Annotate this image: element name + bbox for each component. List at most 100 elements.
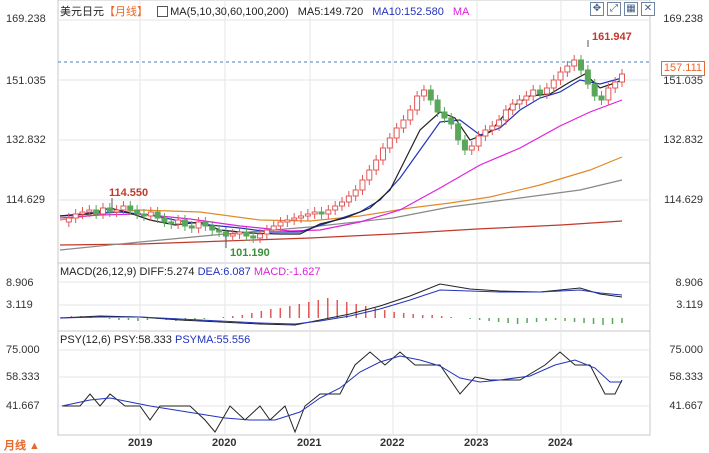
high-early-label: 114.550 xyxy=(109,187,149,199)
price-axis-label: 151.035 xyxy=(663,75,703,87)
candle-body xyxy=(147,211,154,217)
candle-body xyxy=(270,225,277,231)
candle-body xyxy=(216,229,223,233)
candle-body xyxy=(414,95,421,111)
candle-body xyxy=(523,95,530,101)
macd-axis-label: 8.906 xyxy=(675,277,703,289)
candle-body xyxy=(161,217,168,223)
macd-dea: DEA:6.087 xyxy=(197,266,251,278)
psy-axis-label-left: 41.667 xyxy=(6,400,40,412)
candle-body xyxy=(543,87,550,95)
candle-body xyxy=(373,159,380,171)
candle-body xyxy=(93,209,100,215)
candle-body xyxy=(277,221,284,227)
psy-axis-label-left: 58.333 xyxy=(6,371,40,383)
macd-header: MACD(26,12,9) DIFF:5.274 DEA:6.087 MACD:… xyxy=(60,266,320,278)
ma10-line xyxy=(59,77,623,233)
candle-body xyxy=(578,59,585,71)
candle-body xyxy=(571,59,578,67)
psy-line xyxy=(62,351,623,434)
candle-body xyxy=(448,117,455,125)
candle-body xyxy=(120,205,127,211)
candle-body xyxy=(236,231,243,235)
close-icon[interactable]: ✕ xyxy=(641,2,655,16)
low-label: 101.190 xyxy=(230,247,270,259)
x-axis-year: 2020 xyxy=(212,437,237,449)
candle-body xyxy=(550,79,557,89)
ma-params[interactable]: MA(5,10,30,60,100,200) xyxy=(170,6,289,18)
x-axis-year: 2021 xyxy=(297,437,322,449)
candle-body xyxy=(537,89,544,95)
macd-histogram xyxy=(61,298,623,325)
price-axis-label-left: 114.629 xyxy=(6,194,45,206)
move-icon[interactable]: ✥ xyxy=(590,2,604,16)
candle-body xyxy=(332,205,339,211)
candle-body xyxy=(605,87,612,101)
candle-body xyxy=(434,99,441,113)
price-axis-label-left: 151.035 xyxy=(6,75,46,87)
psy-value: PSY:58.333 xyxy=(113,334,172,346)
macd-diff: DIFF:5.274 xyxy=(139,266,195,278)
x-axis-year: 2022 xyxy=(380,437,405,449)
candle-body xyxy=(612,81,619,89)
ma-settings-icon[interactable] xyxy=(157,6,169,17)
grid-icon[interactable]: ▦ xyxy=(624,2,638,16)
price-axis-label-left: 169.238 xyxy=(6,13,46,25)
macd-value: MACD:-1.627 xyxy=(253,266,321,278)
candle-body xyxy=(291,217,298,221)
fullscreen-icon[interactable]: ⤢ xyxy=(607,2,621,16)
candle-body xyxy=(509,103,516,111)
psyma-line xyxy=(61,355,622,421)
price-grid xyxy=(58,0,650,435)
candle-body xyxy=(591,83,598,97)
candle-body xyxy=(516,99,523,105)
price-axis-label: 169.238 xyxy=(663,13,703,25)
macd-axis-label: 3.119 xyxy=(676,299,703,311)
candle-body xyxy=(311,211,318,215)
candle-body xyxy=(79,211,86,215)
candlesticks xyxy=(65,55,625,243)
price-axis-label: 114.629 xyxy=(664,194,703,206)
candle-body xyxy=(345,195,352,203)
ma10-value: MA10:152.580 xyxy=(372,6,444,18)
candle-body xyxy=(229,233,236,237)
candle-body xyxy=(359,179,366,191)
candle-body xyxy=(584,69,591,85)
candle-body xyxy=(379,147,386,161)
candle-body xyxy=(202,221,209,227)
candle-body xyxy=(134,209,141,215)
candle-body xyxy=(325,209,332,215)
candle-body xyxy=(188,225,195,229)
macd-title: MACD(26,12,9) xyxy=(60,266,137,278)
psy-header: PSY(12,6) PSY:58.333 PSYMA:55.556 xyxy=(60,334,250,346)
candle-body xyxy=(72,213,79,219)
candle-body xyxy=(263,229,270,235)
macd-axis-label-left: 8.906 xyxy=(6,277,34,289)
candle-body xyxy=(304,213,311,217)
candle-body xyxy=(222,231,229,237)
candle-body xyxy=(127,205,134,211)
candle-body xyxy=(468,145,475,151)
period-selector[interactable]: 【月线】 xyxy=(104,6,148,18)
candle-body xyxy=(99,207,106,215)
price-axis-label-left: 132.832 xyxy=(6,134,46,146)
candle-body xyxy=(352,189,359,197)
symbol-label: 美元日元 xyxy=(60,6,104,18)
candle-body xyxy=(168,221,175,225)
candle-body xyxy=(366,169,373,181)
psy-axis-label: 75.000 xyxy=(669,344,703,356)
candle-body xyxy=(140,213,147,217)
candle-body xyxy=(209,225,216,231)
period-toggle-bottom[interactable]: 月线 ▲ xyxy=(4,440,40,452)
candle-body xyxy=(318,211,325,215)
psy-panel-border xyxy=(57,330,651,436)
candle-body xyxy=(420,89,427,97)
candle-body xyxy=(557,71,564,81)
high-max-label: 161.947 xyxy=(592,31,632,43)
candle-body xyxy=(400,119,407,129)
candle-body xyxy=(482,129,489,137)
psy-axis-label: 41.667 xyxy=(669,400,703,412)
candle-body xyxy=(243,231,250,237)
candle-body xyxy=(298,215,305,219)
